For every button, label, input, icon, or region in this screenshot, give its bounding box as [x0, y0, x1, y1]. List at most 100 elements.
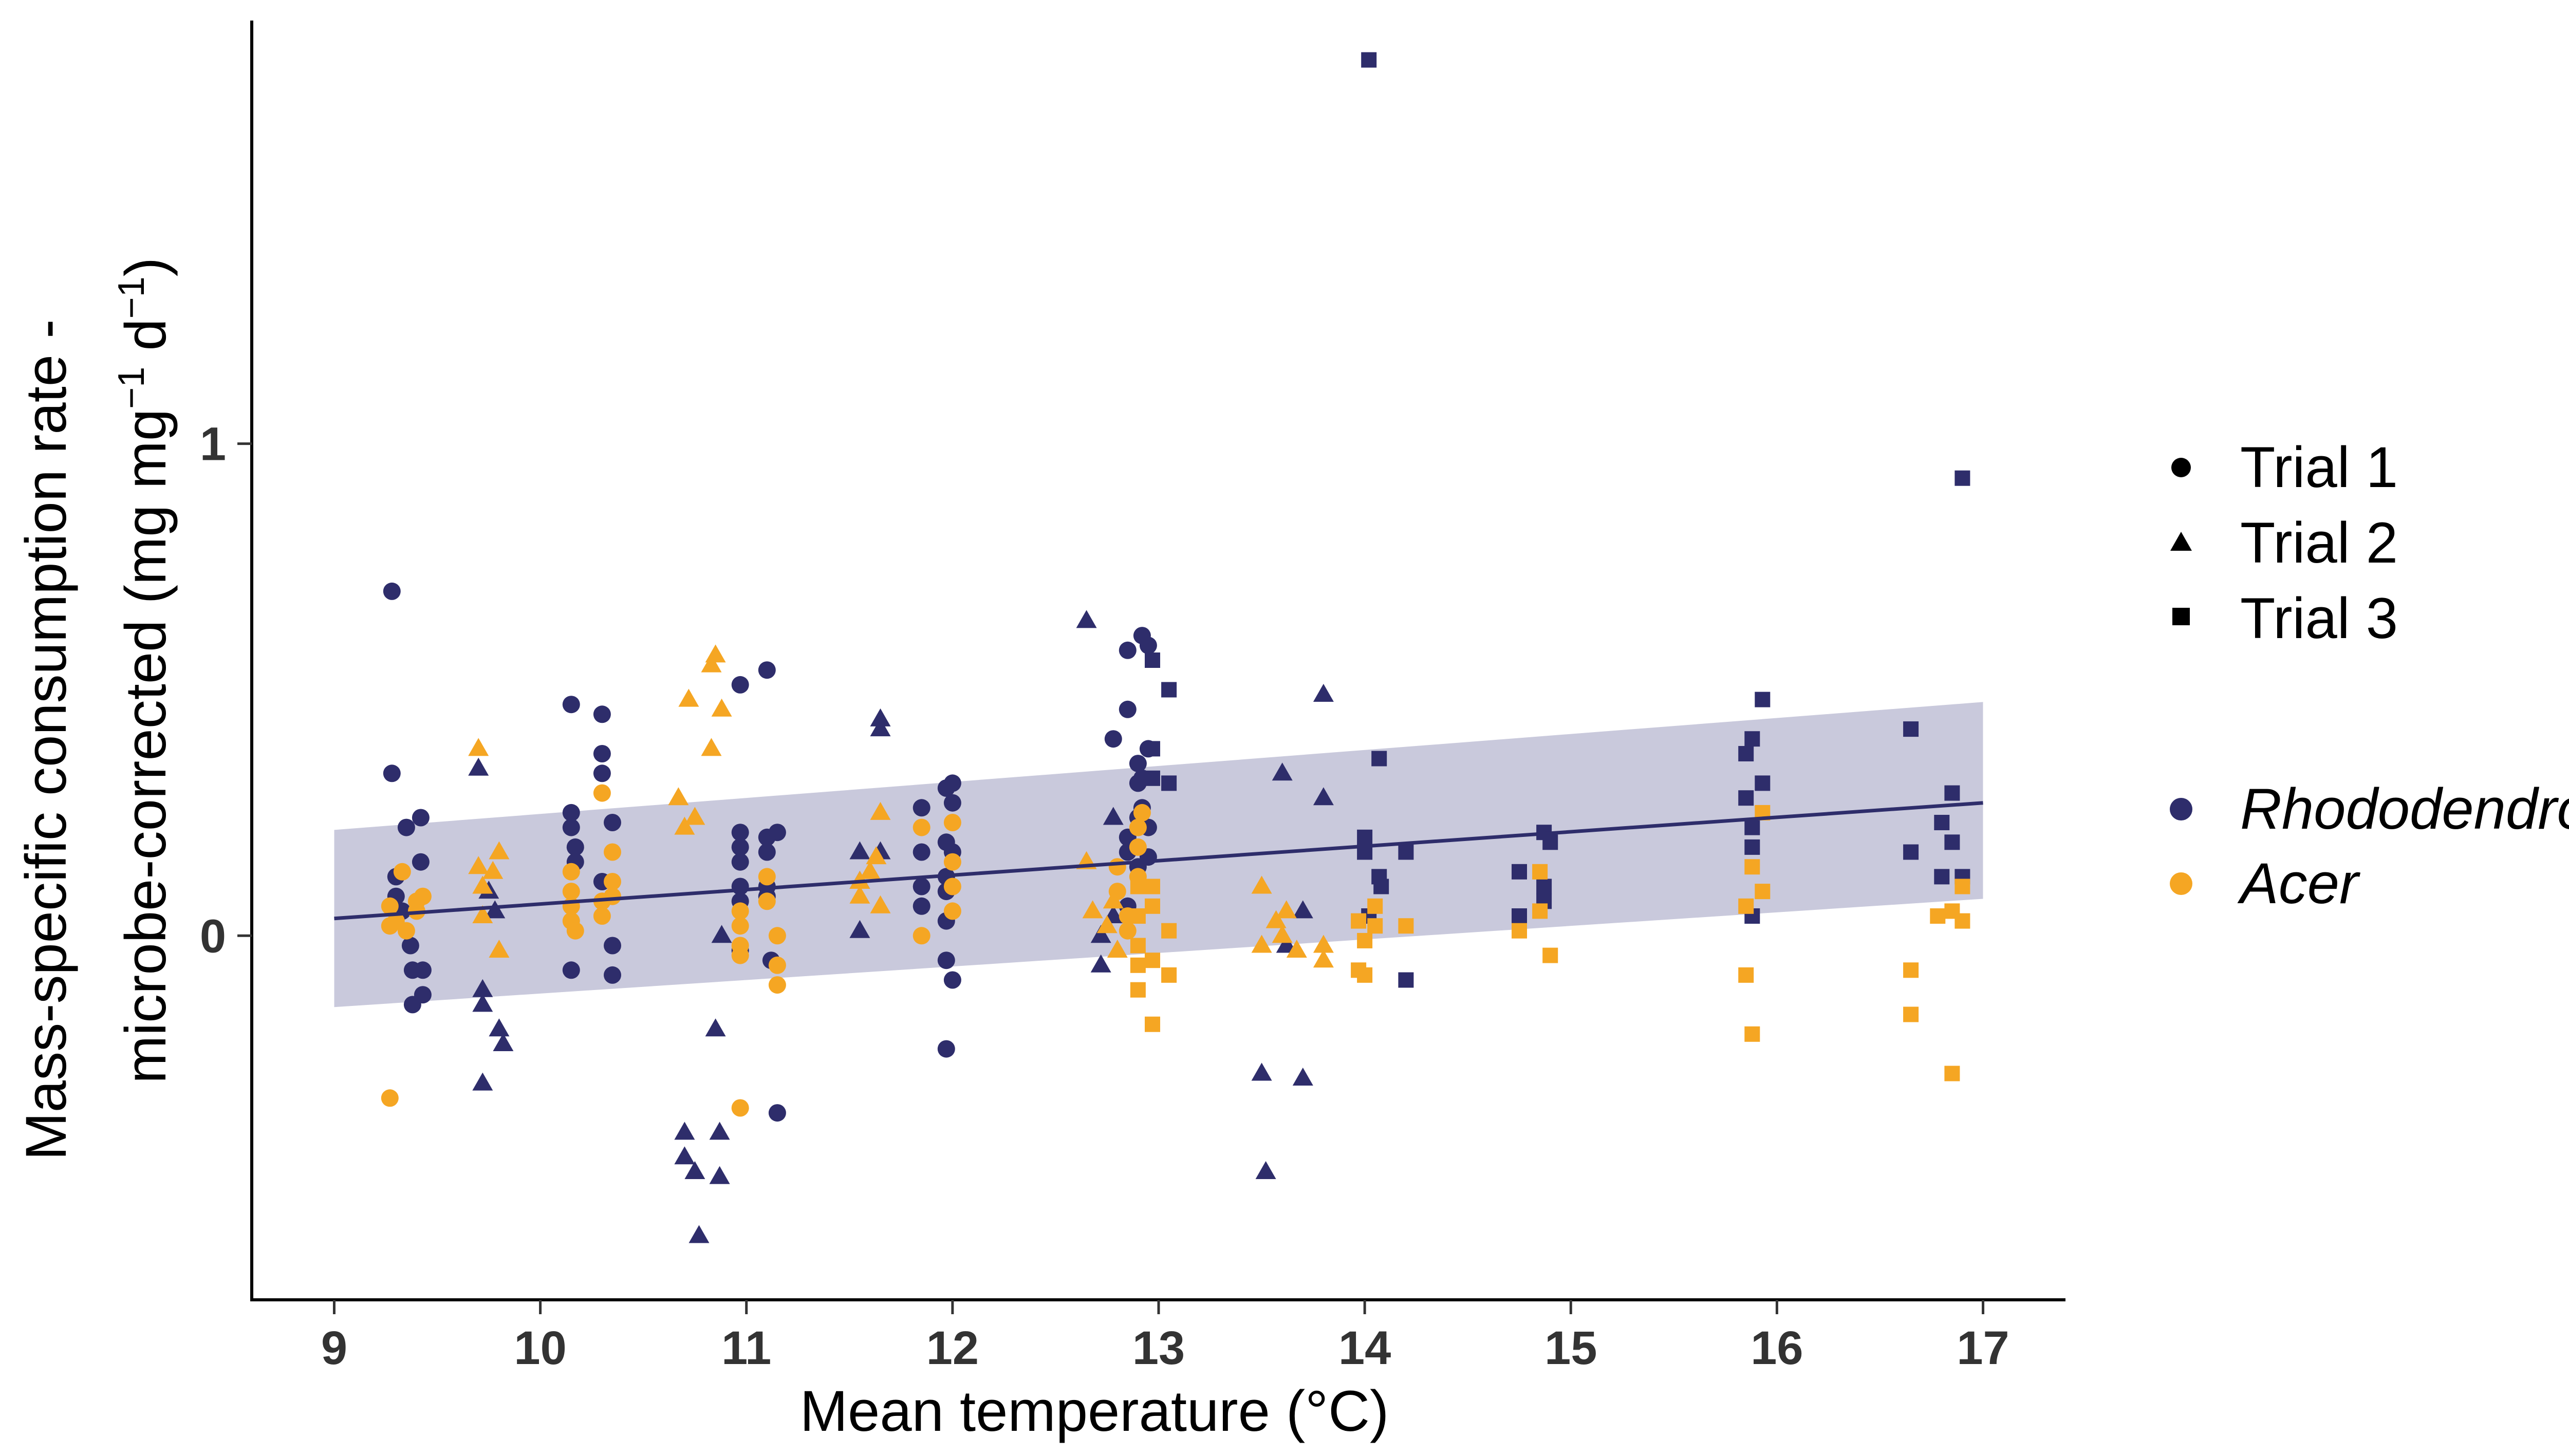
data-point-acer-trial-2 [870, 895, 891, 913]
data-point-acer-trial-3 [1130, 879, 1146, 894]
data-point-acer-trial-2 [711, 698, 732, 717]
data-point-rhododendron-trial-1 [562, 696, 580, 714]
data-point-rhododendron-trial-3 [1744, 819, 1760, 835]
data-point-rhododendron-trial-2 [1090, 925, 1111, 943]
legend-rhododendron-icon [2170, 798, 2192, 820]
data-point-acer-trial-3 [1744, 859, 1760, 875]
data-point-acer-trial-2 [489, 940, 510, 958]
data-point-acer-trial-1 [562, 863, 580, 881]
data-point-rhododendron-trial-2 [870, 708, 891, 726]
series-rhododendron-trial-3 [1145, 52, 1970, 988]
data-point-rhododendron-trial-1 [913, 843, 930, 861]
data-point-rhododendron-trial-3 [1934, 869, 1950, 885]
data-point-acer-trial-2 [1313, 935, 1334, 953]
data-point-acer-trial-1 [604, 873, 621, 890]
tick-labels-layer: 9 10 11 12 13 14 15 16 17 0 1 [200, 418, 2009, 1374]
data-point-rhododendron-trial-1 [1104, 730, 1122, 748]
data-point-acer-trial-1 [943, 814, 961, 831]
data-point-rhododendron-trial-3 [1373, 879, 1389, 894]
data-point-rhododendron-trial-3 [1145, 770, 1160, 786]
data-point-rhododendron-trial-2 [674, 1122, 695, 1140]
data-point-rhododendron-trial-1 [731, 838, 749, 856]
data-point-rhododendron-trial-3 [1903, 721, 1919, 737]
data-point-acer-trial-2 [701, 654, 722, 673]
data-point-acer-trial-2 [1251, 935, 1272, 953]
legend-label-trial-2: Trial 2 [2240, 511, 2398, 575]
data-point-rhododendron-trial-2 [688, 1225, 710, 1243]
data-point-acer-trial-2 [1286, 940, 1307, 958]
data-point-acer-trial-1 [913, 818, 930, 836]
data-point-rhododendron-trial-1 [943, 971, 961, 989]
legend-label-acer: Acer [2237, 851, 2361, 916]
data-point-rhododendron-trial-1 [1129, 755, 1147, 773]
data-point-rhododendron-trial-3 [1738, 746, 1754, 761]
data-point-rhododendron-trial-3 [1371, 751, 1387, 767]
data-point-rhododendron-trial-3 [1398, 972, 1414, 988]
data-point-acer-trial-1 [1119, 922, 1137, 940]
data-point-acer-trial-2 [849, 885, 870, 904]
data-point-acer-trial-1 [381, 897, 399, 915]
data-point-acer-trial-3 [1145, 953, 1160, 968]
data-point-rhododendron-trial-3 [1161, 775, 1177, 791]
data-point-rhododendron-trial-1 [943, 794, 961, 812]
data-point-rhododendron-trial-1 [412, 853, 430, 871]
data-point-rhododendron-trial-3 [1536, 879, 1552, 894]
data-point-acer-trial-3 [1351, 913, 1367, 929]
data-point-acer-trial-3 [1930, 908, 1946, 924]
data-point-rhododendron-trial-2 [1272, 762, 1293, 781]
legend-label-rhododendron: Rhododendron [2240, 777, 2569, 841]
y-axis-superscript-2: −1 [111, 276, 152, 319]
data-point-acer-trial-3 [1738, 898, 1754, 914]
x-tick-label: 17 [1957, 1322, 2009, 1374]
fit-line-layer [334, 801, 1983, 921]
data-point-acer-trial-2 [1313, 949, 1334, 968]
data-points-layer [381, 52, 1970, 1243]
y-axis-title-unit: d [114, 319, 178, 366]
data-point-acer-trial-1 [381, 1089, 399, 1107]
data-point-acer-trial-1 [562, 883, 580, 901]
data-point-rhododendron-trial-1 [913, 878, 930, 895]
data-point-acer-trial-1 [414, 887, 432, 905]
legend-square-icon [2172, 608, 2190, 625]
data-point-acer-trial-2 [1096, 915, 1118, 934]
data-point-acer-trial-2 [668, 787, 689, 806]
x-axis-title: Mean temperature (°C) [800, 1379, 1389, 1443]
legend-acer-icon [2170, 872, 2192, 895]
data-point-acer-trial-3 [1357, 932, 1373, 948]
y-tick-label: 0 [200, 910, 226, 962]
data-point-rhododendron-trial-1 [768, 824, 786, 842]
legend-triangle-icon [2170, 532, 2192, 551]
data-point-acer-trial-3 [1145, 898, 1160, 914]
data-point-rhododendron-trial-2 [1103, 807, 1124, 825]
data-point-rhododendron-trial-2 [468, 757, 489, 776]
data-point-rhododendron-trial-2 [684, 1161, 705, 1179]
data-point-acer-trial-1 [604, 843, 621, 861]
data-point-acer-trial-3 [1512, 923, 1527, 939]
data-point-rhododendron-trial-1 [731, 824, 749, 842]
data-point-acer-trial-2 [705, 644, 726, 663]
data-point-rhododendron-trial-3 [1755, 692, 1771, 707]
data-point-rhododendron-trial-2 [709, 1122, 730, 1140]
data-point-rhododendron-trial-3 [1161, 682, 1177, 698]
data-point-rhododendron-trial-2 [674, 1146, 695, 1165]
y-axis-title-line1: Mass-specific consumption rate - [14, 319, 78, 1160]
legend-species: Rhododendron Acer [2170, 777, 2569, 916]
data-point-acer-trial-2 [472, 905, 493, 923]
data-point-acer-trial-3 [1367, 918, 1383, 934]
data-point-acer-trial-1 [943, 902, 961, 920]
data-point-rhododendron-trial-3 [1361, 52, 1377, 68]
data-point-rhododendron-trial-1 [758, 661, 776, 679]
data-point-acer-trial-1 [397, 922, 415, 940]
data-point-rhododendron-trial-2 [489, 1018, 510, 1037]
data-point-rhododendron-trial-1 [593, 745, 611, 762]
data-point-rhododendron-trial-2 [1276, 935, 1297, 953]
data-point-acer-trial-1 [768, 976, 786, 994]
series-acer-trial-3 [1130, 805, 1970, 1081]
data-point-acer-trial-2 [678, 688, 699, 707]
data-point-acer-trial-1 [758, 868, 776, 886]
data-point-acer-trial-3 [1944, 1066, 1960, 1081]
data-point-acer-trial-2 [482, 861, 504, 879]
data-point-acer-trial-1 [913, 927, 930, 945]
data-point-rhododendron-trial-2 [711, 925, 732, 943]
